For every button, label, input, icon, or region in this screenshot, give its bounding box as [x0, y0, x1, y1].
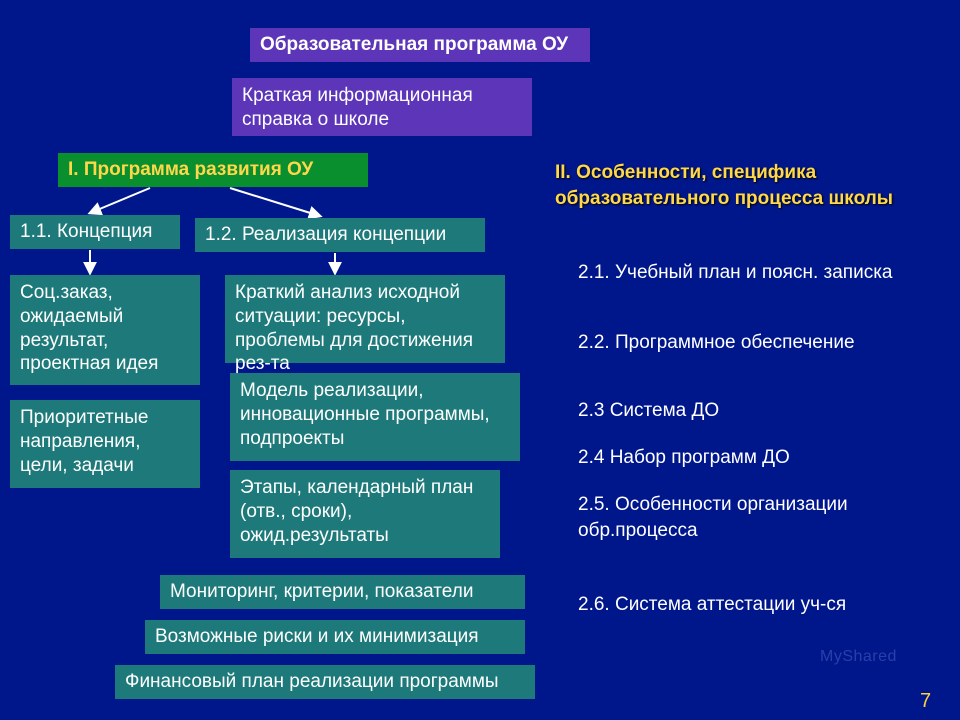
- model-box: Модель реализации, инновационные програм…: [230, 373, 520, 461]
- fin-text: Финансовый план реализации программы: [125, 670, 499, 694]
- section2-item-text: 2.6. Система аттестации уч-ся: [578, 594, 846, 615]
- stages-box: Этапы, календарный план (отв., сроки), о…: [230, 470, 500, 558]
- c12-text: 1.2. Реализация концепции: [205, 223, 446, 247]
- stages-text: Этапы, календарный план (отв., сроки), о…: [240, 477, 473, 546]
- section2-item-text: 2.4 Набор программ ДО: [578, 447, 790, 468]
- social-order-box: Соц.заказ, ожидаемый результат, проектна…: [10, 275, 200, 385]
- analysis-box: Краткий анализ исходной ситуации: ресурс…: [225, 275, 505, 363]
- risks-text: Возможные риски и их минимизация: [155, 625, 479, 649]
- section2-item: 2.1. Учебный план и поясн. записка: [578, 260, 908, 286]
- section2-item-text: 2.5. Особенности организации обр.процесс…: [578, 494, 848, 541]
- section2-item: 2.2. Программное обеспечение: [578, 330, 908, 356]
- section2-item: 2.4 Набор программ ДО: [578, 445, 908, 471]
- analysis-text: Краткий анализ исходной ситуации: ресурс…: [235, 282, 473, 374]
- priorities-box: Приоритетные направления, цели, задачи: [10, 400, 200, 488]
- section2-item: 2.5. Особенности организации обр.процесс…: [578, 492, 908, 543]
- brief-text: Краткая информационная справка о школе: [242, 85, 473, 130]
- section2-item: 2.3 Система ДО: [578, 398, 908, 424]
- page-number-text: 7: [920, 690, 931, 712]
- section2-title-text: II. Особенности, специфика образовательн…: [555, 162, 893, 209]
- soc-text: Соц.заказ, ожидаемый результат, проектна…: [20, 282, 158, 374]
- concept-box: 1.1. Концепция: [10, 215, 180, 249]
- prog-text: I. Программа развития ОУ: [68, 158, 313, 182]
- section2-item-text: 2.1. Учебный план и поясн. записка: [578, 262, 893, 283]
- section2-item-text: 2.2. Программное обеспечение: [578, 332, 855, 353]
- title-text: Образовательная программа ОУ: [260, 33, 568, 57]
- program-dev-box: I. Программа развития ОУ: [58, 153, 368, 187]
- realization-box: 1.2. Реализация концепции: [195, 218, 485, 252]
- section2-item: 2.6. Система аттестации уч-ся: [578, 592, 908, 618]
- monitor-text: Мониторинг, критерии, показатели: [170, 580, 473, 604]
- risks-box: Возможные риски и их минимизация: [145, 620, 525, 654]
- section2-item-text: 2.3 Система ДО: [578, 400, 719, 421]
- page-number: 7: [920, 690, 931, 713]
- financial-plan-box: Финансовый план реализации программы: [115, 665, 535, 699]
- monitoring-box: Мониторинг, критерии, показатели: [160, 575, 525, 609]
- watermark-text: MyShared: [820, 648, 897, 665]
- prio-text: Приоритетные направления, цели, задачи: [20, 407, 148, 476]
- brief-info-box: Краткая информационная справка о школе: [232, 78, 532, 136]
- watermark: MyShared: [820, 648, 897, 666]
- c11-text: 1.1. Концепция: [20, 220, 152, 244]
- section2-title: II. Особенности, специфика образовательн…: [555, 160, 945, 211]
- title-box: Образовательная программа ОУ: [250, 28, 590, 62]
- model-text: Модель реализации, инновационные програм…: [240, 380, 490, 449]
